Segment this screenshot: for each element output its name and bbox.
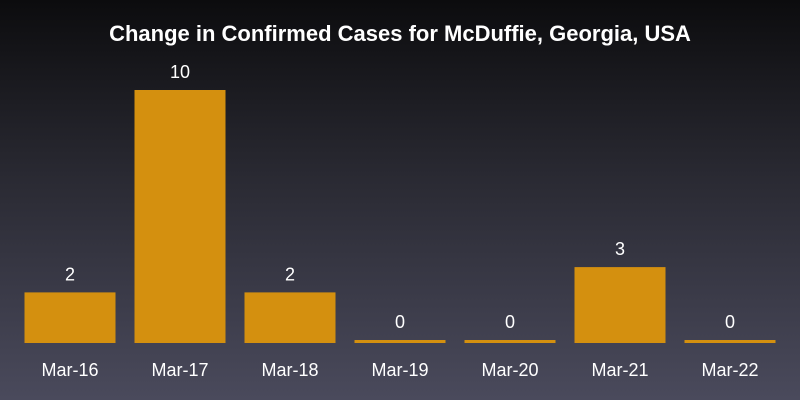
bar-mar-20 [464,340,556,343]
bar-mar-18 [244,292,336,343]
data-label: 10 [170,62,190,82]
x-tick-label: Mar-21 [591,360,648,380]
data-label: 0 [395,312,405,332]
x-tick-label: Mar-22 [701,360,758,380]
bar-mar-17 [134,90,226,343]
bar-mar-16 [24,292,116,343]
x-tick-label: Mar-16 [41,360,98,380]
chart-title: Change in Confirmed Cases for McDuffie, … [109,21,691,46]
x-tick-label: Mar-17 [151,360,208,380]
data-label: 2 [285,264,295,284]
data-label: 0 [505,312,515,332]
bar-mar-22 [684,340,776,343]
bar-mar-19 [354,340,446,343]
data-label: 0 [725,312,735,332]
data-label: 2 [65,264,75,284]
x-tick-label: Mar-20 [481,360,538,380]
bar-mar-21 [574,267,666,343]
x-tick-label: Mar-18 [261,360,318,380]
data-label: 3 [615,239,625,259]
x-tick-label: Mar-19 [371,360,428,380]
